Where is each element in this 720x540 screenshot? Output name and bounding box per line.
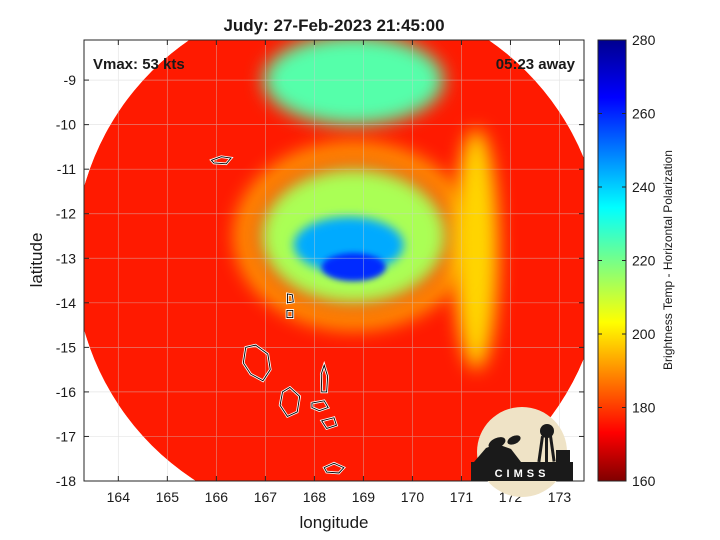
x-tick-label: 168	[303, 489, 327, 505]
colorbar-tick-label: 180	[632, 400, 656, 416]
y-tick-label: -16	[56, 384, 76, 400]
y-tick-label: -14	[56, 295, 76, 311]
grid	[84, 40, 584, 481]
cimss-logo: CIMSS	[471, 407, 573, 497]
vmax-annotation: Vmax: 53 kts	[93, 56, 185, 73]
colorbar-tick-label: 220	[632, 253, 656, 269]
y-tick-label: -12	[56, 206, 76, 222]
colorbar-tick-label: 280	[632, 32, 656, 48]
y-tick-label: -11	[57, 161, 76, 177]
colorbar	[597, 39, 627, 482]
x-tick-label: 171	[450, 489, 474, 505]
x-tick-label: 167	[254, 489, 278, 505]
colorbar-label: Brightness Temp - Horizontal Polarizatio…	[661, 150, 675, 370]
x-tick-label: 165	[156, 489, 180, 505]
feature-outer-ring	[234, 142, 473, 330]
y-tick-label: -15	[56, 339, 76, 355]
x-tick-label: 170	[401, 489, 425, 505]
feature-eastern-band	[454, 129, 499, 370]
y-tick-label: -17	[56, 428, 76, 444]
x-axis-label: longitude	[299, 513, 368, 532]
y-axis: -9 -10 -11 -12 -13 -14 -15 -16 -17 -18	[56, 72, 584, 489]
x-tick-label: 166	[205, 489, 229, 505]
colorbar-tick-label: 160	[632, 473, 656, 489]
time-offset-annotation: 05:23 away	[496, 56, 576, 73]
y-axis-label: latitude	[27, 233, 46, 288]
colorbar-ticks: 160 180 200 220 240 260 280	[598, 32, 656, 489]
axes-frame	[83, 39, 585, 482]
svg-text:CIMSS: CIMSS	[495, 468, 550, 480]
x-tick-label: 169	[352, 489, 376, 505]
y-tick-label: -9	[64, 72, 77, 88]
chart-title: Judy: 27-Feb-2023 21:45:00	[223, 16, 444, 35]
feature-storm-core	[321, 253, 386, 282]
x-tick-label: 164	[107, 489, 131, 505]
x-axis: 164 165 166 167 168 169 170 171 172 173	[107, 40, 572, 505]
y-tick-label: -10	[56, 117, 76, 133]
colorbar-tick-label: 260	[632, 106, 656, 122]
x-tick-label: 173	[548, 489, 572, 505]
y-tick-label: -18	[56, 473, 76, 489]
colorbar-tick-label: 200	[632, 326, 656, 342]
y-tick-label: -13	[56, 250, 76, 266]
colorbar-tick-label: 240	[632, 179, 656, 195]
